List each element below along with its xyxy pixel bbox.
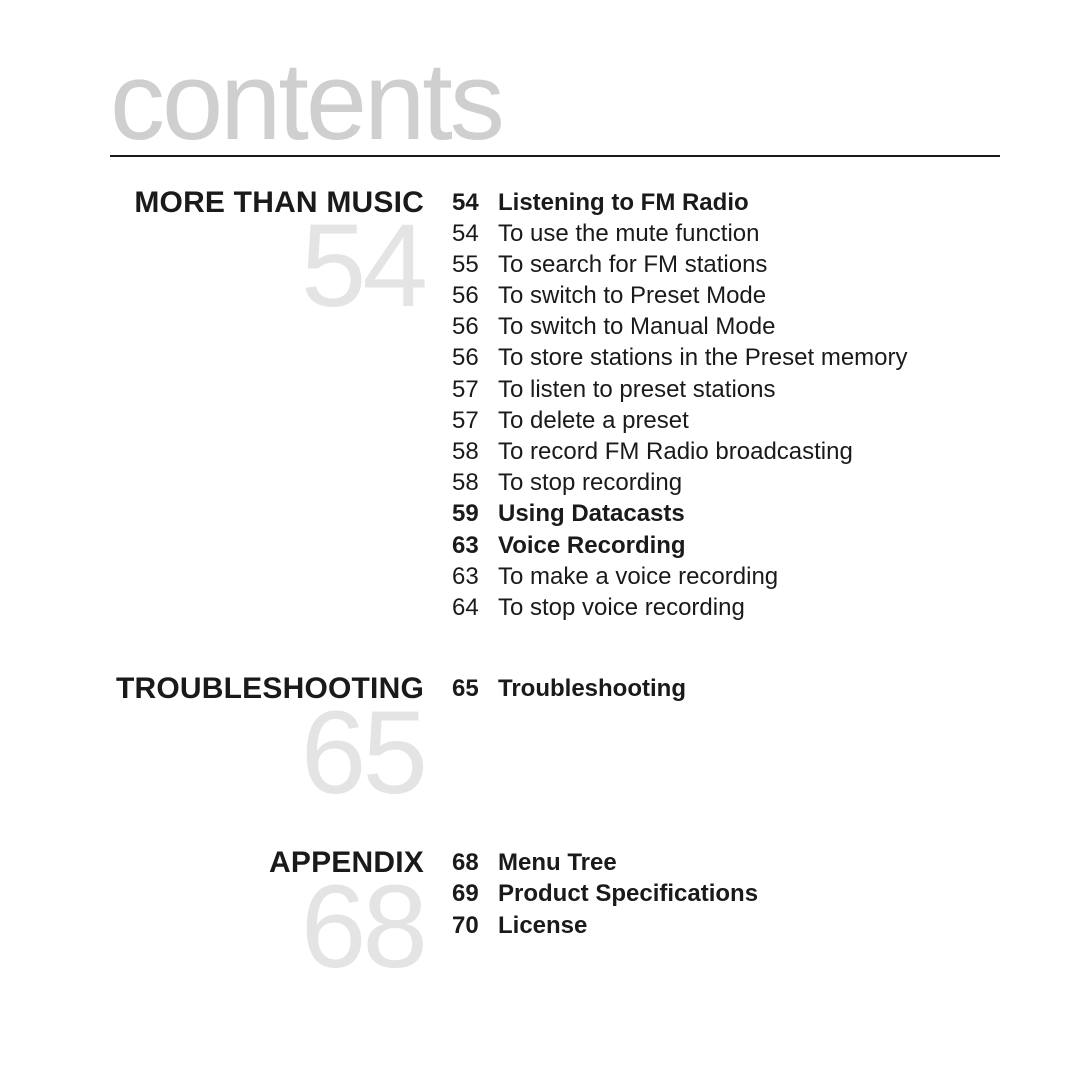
toc-entry: 57To delete a preset	[452, 405, 1000, 436]
toc-entry-text: Voice Recording	[498, 530, 686, 561]
page-title: contents	[110, 50, 1000, 157]
contents-page: contents MORE THAN MUSIC 54 54Listening …	[0, 0, 1080, 1080]
section-entries: 54Listening to FM Radio54To use the mute…	[452, 187, 1000, 624]
toc-entry-text: License	[498, 910, 587, 941]
toc-page-number: 64	[452, 592, 498, 623]
toc-page-number: 54	[452, 218, 498, 249]
toc-entry: 56To switch to Manual Mode	[452, 311, 1000, 342]
toc-entry-text: Using Datacasts	[498, 498, 685, 529]
toc-entry: 56To switch to Preset Mode	[452, 280, 1000, 311]
section-entries: 65Troubleshooting	[452, 673, 1000, 704]
section-big-number: 65	[110, 709, 424, 798]
toc-entry: 57To listen to preset stations	[452, 374, 1000, 405]
section-appendix: APPENDIX 68 68Menu Tree69Product Specifi…	[110, 847, 1000, 971]
section-entries: 68Menu Tree69Product Specifications70Lic…	[452, 847, 1000, 941]
toc-entry: 63To make a voice recording	[452, 561, 1000, 592]
toc-page-number: 63	[452, 530, 498, 561]
toc-page-number: 58	[452, 436, 498, 467]
toc-page-number: 69	[452, 878, 498, 909]
toc-entry: 70License	[452, 910, 1000, 941]
toc-entry: 63Voice Recording	[452, 530, 1000, 561]
section-troubleshooting: TROUBLESHOOTING 65 65Troubleshooting	[110, 673, 1000, 797]
toc-entry-text: Menu Tree	[498, 847, 617, 878]
toc-entry: 64To stop voice recording	[452, 592, 1000, 623]
toc-entry: 58To stop recording	[452, 467, 1000, 498]
toc-entry-text: To search for FM stations	[498, 249, 767, 280]
toc-page-number: 56	[452, 342, 498, 373]
toc-entry-text: To store stations in the Preset memory	[498, 342, 908, 373]
toc-entry-text: To switch to Preset Mode	[498, 280, 766, 311]
section-big-number: 68	[110, 883, 424, 972]
toc-entry-text: To record FM Radio broadcasting	[498, 436, 853, 467]
toc-page-number: 68	[452, 847, 498, 878]
toc-entry: 58To record FM Radio broadcasting	[452, 436, 1000, 467]
toc-page-number: 58	[452, 467, 498, 498]
section-more-than-music: MORE THAN MUSIC 54 54Listening to FM Rad…	[110, 187, 1000, 624]
section-big-number: 54	[110, 222, 424, 311]
toc-page-number: 54	[452, 187, 498, 218]
toc-entry: 68Menu Tree	[452, 847, 1000, 878]
section-left: TROUBLESHOOTING 65	[110, 673, 452, 797]
toc-entry-text: To make a voice recording	[498, 561, 778, 592]
toc-page-number: 56	[452, 311, 498, 342]
toc-entry-text: Listening to FM Radio	[498, 187, 749, 218]
toc-entry: 65Troubleshooting	[452, 673, 1000, 704]
toc-page-number: 55	[452, 249, 498, 280]
section-left: MORE THAN MUSIC 54	[110, 187, 452, 311]
toc-entry: 54Listening to FM Radio	[452, 187, 1000, 218]
toc-entry-text: To use the mute function	[498, 218, 760, 249]
toc-entry: 54To use the mute function	[452, 218, 1000, 249]
toc-page-number: 63	[452, 561, 498, 592]
toc-page-number: 70	[452, 910, 498, 941]
toc-page-number: 57	[452, 374, 498, 405]
toc-entry-text: To delete a preset	[498, 405, 689, 436]
toc-page-number: 56	[452, 280, 498, 311]
toc-page-number: 59	[452, 498, 498, 529]
toc-entry-text: To stop voice recording	[498, 592, 745, 623]
toc-entry: 59Using Datacasts	[452, 498, 1000, 529]
toc-entry-text: To stop recording	[498, 467, 682, 498]
toc-entry-text: Product Specifications	[498, 878, 758, 909]
toc-entry-text: To listen to preset stations	[498, 374, 775, 405]
toc-entry-text: Troubleshooting	[498, 673, 686, 704]
toc-page-number: 57	[452, 405, 498, 436]
toc-entry: 69Product Specifications	[452, 878, 1000, 909]
toc-entry: 55To search for FM stations	[452, 249, 1000, 280]
toc-entry-text: To switch to Manual Mode	[498, 311, 775, 342]
toc-entry: 56To store stations in the Preset memory	[452, 342, 1000, 373]
section-left: APPENDIX 68	[110, 847, 452, 971]
toc-page-number: 65	[452, 673, 498, 704]
